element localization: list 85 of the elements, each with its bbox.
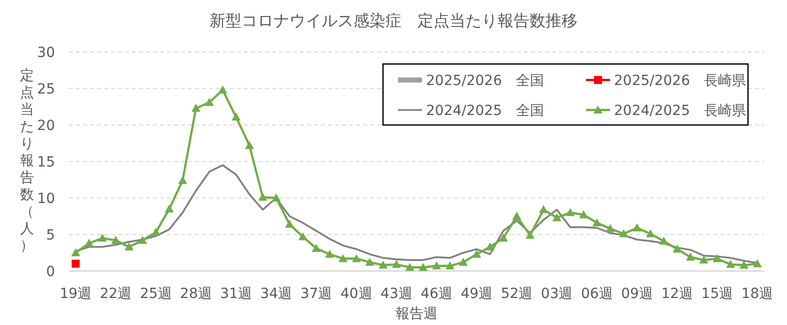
legend-label: 2025/2026 全国	[426, 73, 544, 89]
x-tick-label: 52週	[500, 286, 533, 302]
point	[272, 194, 281, 202]
x-tick-label: 31週	[220, 286, 252, 302]
point	[138, 236, 148, 244]
point	[579, 210, 588, 218]
point	[592, 218, 602, 226]
point	[445, 261, 454, 270]
x-tick-label: 15週	[701, 286, 734, 302]
point	[71, 248, 80, 256]
x-tick-label: 12週	[661, 286, 694, 302]
y-tick-label: 5	[46, 228, 55, 244]
point	[338, 254, 348, 262]
point	[405, 262, 414, 271]
point	[538, 205, 548, 214]
point	[325, 250, 334, 258]
point	[686, 252, 695, 261]
point	[566, 208, 575, 216]
y-tick-label: 15	[37, 154, 55, 170]
point	[646, 229, 655, 238]
point	[726, 260, 736, 268]
point	[699, 256, 708, 264]
x-tick-label: 09週	[621, 286, 653, 302]
point	[472, 250, 482, 258]
point	[204, 98, 214, 106]
point	[84, 238, 94, 247]
legend-label: 2024/2025 長崎県	[614, 103, 746, 119]
point	[512, 212, 522, 220]
point	[486, 242, 495, 250]
point	[739, 260, 748, 269]
y-tick-label: 30	[37, 45, 55, 61]
point	[458, 258, 468, 266]
point	[218, 85, 228, 94]
x-tick-label: 19週	[60, 286, 92, 302]
x-tick-label: 46週	[420, 286, 452, 302]
point	[606, 224, 615, 232]
point	[191, 104, 200, 112]
point	[619, 229, 628, 238]
point	[552, 213, 562, 222]
y-tick-label: 20	[37, 118, 55, 134]
text: 定点当たり報告数（人）	[20, 68, 34, 254]
point	[312, 244, 321, 252]
x-tick-label: 06週	[581, 286, 613, 302]
y-tick-label: 25	[37, 82, 55, 98]
legend-label: 2024/2025 全国	[426, 103, 544, 119]
point	[244, 140, 254, 149]
point	[232, 112, 241, 120]
point	[498, 234, 508, 242]
point	[298, 232, 308, 240]
y-tick-label: 10	[37, 191, 55, 207]
point	[151, 228, 160, 236]
point	[712, 254, 722, 262]
point	[111, 236, 120, 244]
point	[178, 176, 188, 184]
x-tick-label: 22週	[100, 286, 132, 302]
x-tick-label: 34週	[260, 286, 292, 302]
point	[72, 260, 80, 268]
x-tick-label: 37週	[300, 286, 332, 302]
x-tick-label: 43週	[380, 286, 412, 302]
chart-title: 新型コロナウイルス感染症 定点当たり報告数推移	[210, 11, 578, 30]
point	[632, 223, 642, 232]
x-tick-label: 49週	[460, 286, 493, 302]
point	[365, 258, 374, 266]
point	[418, 262, 428, 271]
point	[752, 259, 762, 268]
point	[526, 230, 535, 239]
x-tick-label: 40週	[340, 286, 372, 302]
point	[285, 220, 294, 228]
point	[672, 244, 682, 253]
x-tick-label: 28週	[180, 286, 212, 302]
point	[258, 192, 268, 201]
point	[98, 234, 107, 242]
x-axis-title: 報告週	[396, 306, 438, 322]
point	[392, 260, 401, 268]
point	[352, 254, 361, 262]
x-tick-label: 03週	[540, 286, 573, 302]
point	[378, 260, 388, 269]
point	[659, 236, 668, 245]
point	[124, 242, 134, 250]
y-tick-label: 0	[46, 264, 55, 280]
point	[164, 204, 174, 212]
point	[432, 261, 442, 270]
x-tick-label: 25週	[140, 286, 172, 302]
legend-label: 2025/2026 長崎県	[614, 73, 746, 89]
x-tick-label: 18週	[741, 286, 774, 302]
